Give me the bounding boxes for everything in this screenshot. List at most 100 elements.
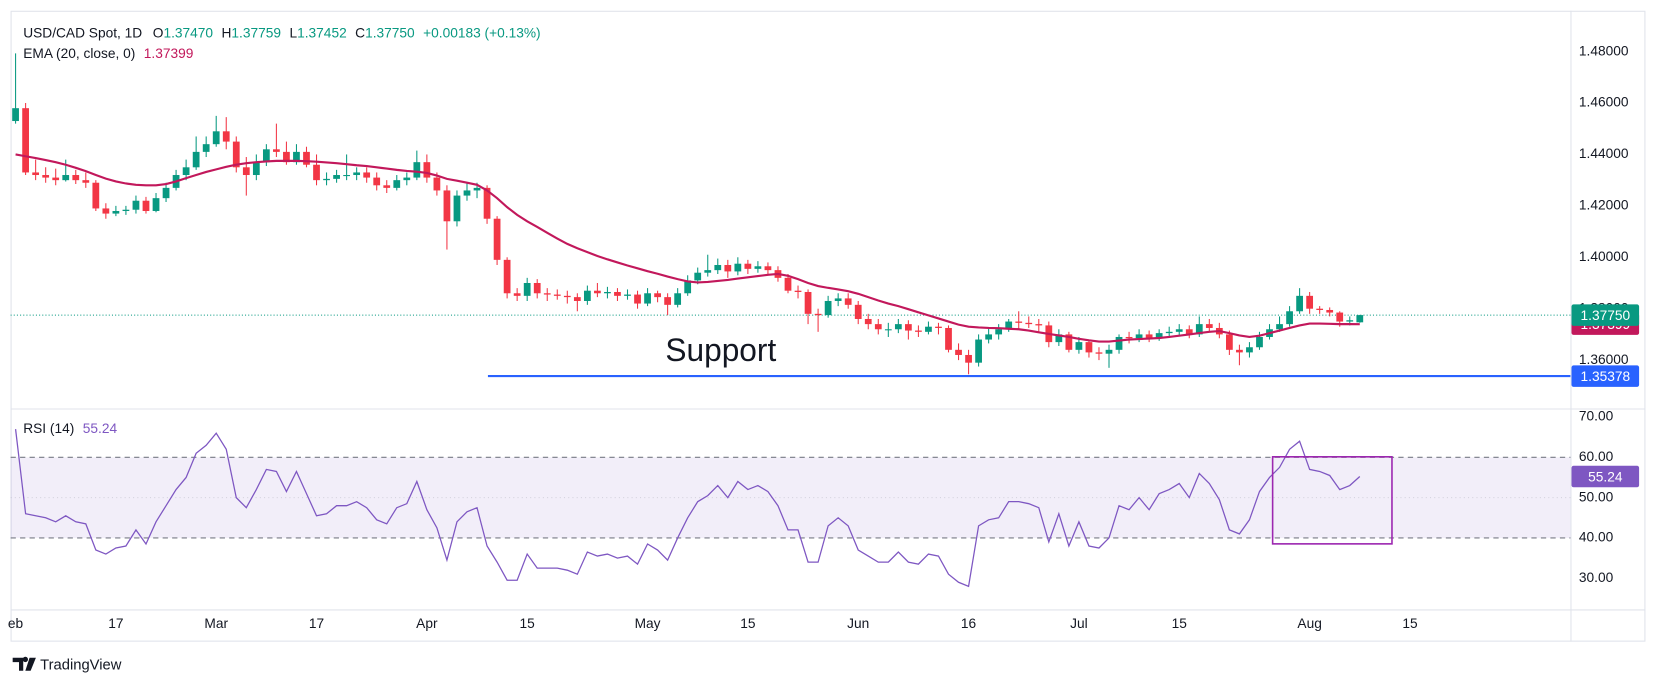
- candle-body: [965, 354, 972, 363]
- frame: [10, 10, 1646, 642]
- candle-body: [313, 164, 320, 181]
- x-tick-label: Mar: [204, 615, 228, 631]
- ema-line: [15, 153, 1360, 343]
- candle-body: [894, 324, 902, 330]
- x-tick-label: 15: [1402, 615, 1418, 631]
- rsi-value-badge-label: 55.24: [1588, 468, 1623, 484]
- candle-body: [1346, 320, 1354, 322]
- candle-body: [363, 172, 371, 178]
- candle-body: [1105, 349, 1113, 354]
- candle-body: [824, 300, 832, 316]
- candle-body: [443, 190, 451, 222]
- candle-body: [1085, 342, 1093, 353]
- candle-body: [1326, 309, 1334, 313]
- candle-body: [684, 280, 692, 294]
- candle-body: [1135, 334, 1143, 339]
- quote-change: +0.00183 (+0.13%): [423, 24, 540, 40]
- candle-body: [634, 294, 641, 304]
- candle-body: [975, 339, 982, 363]
- candle-body: [1065, 334, 1073, 350]
- candle-body: [72, 175, 80, 181]
- candle-body: [904, 324, 912, 331]
- candle-body: [784, 277, 792, 291]
- candle-body: [212, 131, 220, 145]
- candle-body: [483, 187, 491, 219]
- candle-body: [1336, 312, 1344, 322]
- candle-body: [624, 294, 631, 296]
- candle-body: [925, 326, 932, 332]
- candle-body: [1055, 334, 1063, 343]
- candle-body: [664, 297, 672, 305]
- candle-body: [232, 141, 240, 168]
- symbol: USD/CAD Spot, 1D: [23, 24, 142, 40]
- y-tick-label: 50.00: [1579, 488, 1614, 504]
- candle-body: [1276, 324, 1283, 330]
- candle-body: [463, 190, 471, 196]
- rsi-value-badge: [1571, 465, 1640, 488]
- candle-body: [182, 167, 190, 176]
- candle-body: [122, 209, 130, 212]
- candle-body: [754, 266, 762, 269]
- x-tick-label: Jun: [847, 615, 869, 631]
- quote-key: O: [153, 24, 164, 40]
- candle-body: [884, 329, 892, 331]
- legend-label: RSI (14): [23, 419, 74, 435]
- logo-icon: [12, 656, 36, 671]
- candle-body: [744, 263, 752, 269]
- support-value-badge-label: 1.35378: [1581, 368, 1631, 384]
- y-tick-label: 40.00: [1579, 529, 1614, 545]
- candle-body: [594, 290, 601, 294]
- candle-body: [152, 198, 160, 212]
- header-line: USD/CAD Spot, 1D O1.37470 H1.37759 L1.37452…: [23, 24, 540, 40]
- branding: TradingView: [12, 656, 122, 673]
- quote-value: 1.37759: [231, 24, 281, 40]
- candle-body: [403, 177, 411, 181]
- y-tick-label: 1.42000: [1579, 196, 1629, 212]
- x-tick-label: 15: [1172, 615, 1188, 631]
- x-tick-label: May: [635, 615, 661, 631]
- candle-body: [995, 329, 1003, 335]
- candle-body: [553, 294, 561, 296]
- candle-body: [453, 195, 461, 222]
- candle-body: [433, 177, 441, 191]
- candle-body: [293, 151, 300, 163]
- x-tick-label: Jul: [1070, 615, 1088, 631]
- candle-body: [1286, 311, 1293, 325]
- candle-body: [1226, 334, 1233, 350]
- y-tick-label: 1.40000: [1579, 248, 1629, 264]
- candle-body: [273, 149, 280, 152]
- support-label: Support: [665, 332, 776, 368]
- x-tick-label: 15: [520, 615, 536, 631]
- candle-body: [533, 282, 541, 294]
- candle-body: [674, 293, 682, 305]
- candle-body: [945, 327, 952, 350]
- quote-value: 1.37750: [365, 24, 415, 40]
- candle-body: [1145, 334, 1153, 339]
- candle-body: [373, 177, 381, 186]
- y-tick-label: 70.00: [1579, 408, 1614, 424]
- candle-body: [1205, 324, 1213, 328]
- y-tick-label: 1.36000: [1579, 351, 1629, 367]
- y-tick-label: 60.00: [1579, 448, 1614, 464]
- candle-body: [22, 108, 29, 173]
- candle-body: [1035, 324, 1043, 326]
- candle-body: [1075, 342, 1083, 350]
- legend-label: EMA (20, close, 0): [23, 44, 135, 60]
- candle-body: [704, 270, 712, 273]
- candle-body: [1296, 295, 1303, 312]
- rsi-band: [10, 457, 1571, 538]
- candle-body: [1195, 324, 1203, 335]
- candle-body: [1356, 315, 1364, 323]
- quote-key: C: [355, 24, 365, 40]
- candle-body: [102, 208, 110, 214]
- candle-body: [1236, 349, 1243, 353]
- x-tick-label: 15: [740, 615, 756, 631]
- x-tick-label: 17: [309, 615, 324, 631]
- candle-body: [202, 144, 210, 152]
- candle-body: [513, 293, 521, 296]
- candle-body: [1015, 321, 1023, 323]
- candle-body: [92, 182, 100, 209]
- candle-body: [844, 298, 852, 305]
- highlight-box: [1271, 456, 1393, 545]
